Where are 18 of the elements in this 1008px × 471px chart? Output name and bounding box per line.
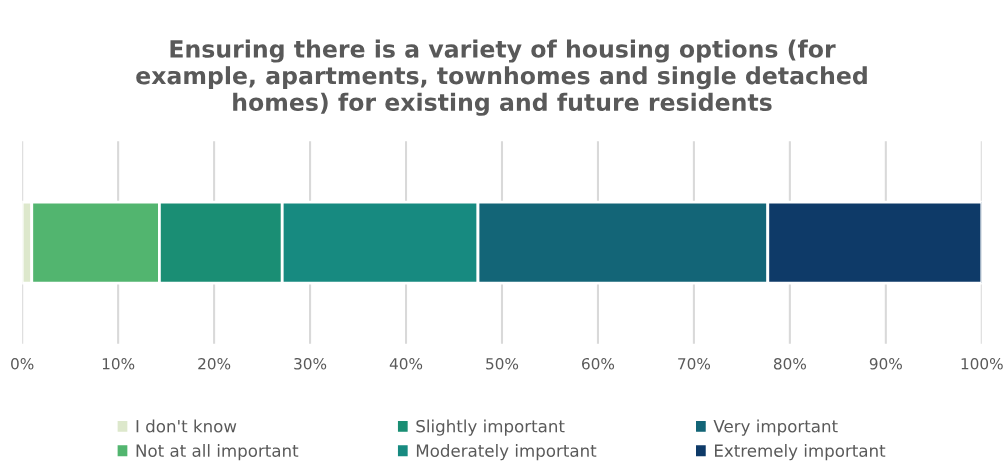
x-tick-label: 80% [773,357,806,370]
legend-label: Extremely important [715,444,886,461]
legend-label: Slightly important [416,419,565,436]
legend-label: I don't know [136,419,237,433]
x-tick-label: 70% [678,357,711,370]
x-tick-label: 20% [198,357,231,370]
x-tick-label: 60% [582,357,615,370]
x-tick-label: 40% [389,357,423,370]
chart-title: Ensuring there is a variety of housing options (for example, apartments, townhomes and single detached homes) for existing and future residents [136,39,867,116]
legend-label: Very important [713,419,838,436]
x-tick-label: 90% [869,357,902,370]
x-tick-label: 50% [486,357,519,370]
x-tick-label: 0% [11,357,34,370]
legend-label: Not at all important [136,444,299,461]
legend-label: Moderately important [416,444,597,461]
x-tick-label: 10% [102,357,135,370]
x-tick-label: 30% [294,357,327,370]
x-tick-label: 100% [961,357,1003,370]
